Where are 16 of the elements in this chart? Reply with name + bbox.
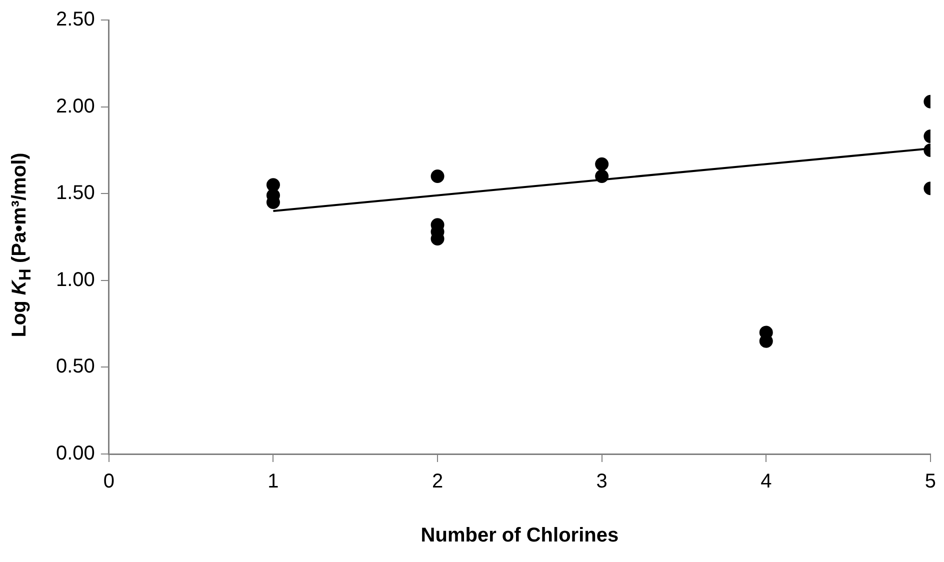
y-tick-label: 0.00 [56, 442, 95, 465]
y-tick-label: 2.00 [56, 95, 95, 118]
x-tick-label: 1 [268, 470, 279, 493]
x-tick-label: 2 [432, 470, 444, 493]
y-tick-label: 1.00 [56, 268, 95, 291]
y-tick-label: 2.50 [56, 8, 95, 31]
point [595, 157, 609, 171]
y-tick-label: 1.50 [56, 182, 95, 204]
x-tick-label: 5 [924, 470, 936, 493]
x-axis-title: Number of Chlorines [420, 524, 619, 547]
point [595, 169, 609, 183]
x-tick-label: 3 [596, 470, 608, 493]
y-tick-label: 0.50 [56, 356, 95, 378]
point [430, 169, 444, 183]
x-tick-label: 4 [760, 470, 772, 493]
x-tick-label: 0 [103, 470, 114, 493]
